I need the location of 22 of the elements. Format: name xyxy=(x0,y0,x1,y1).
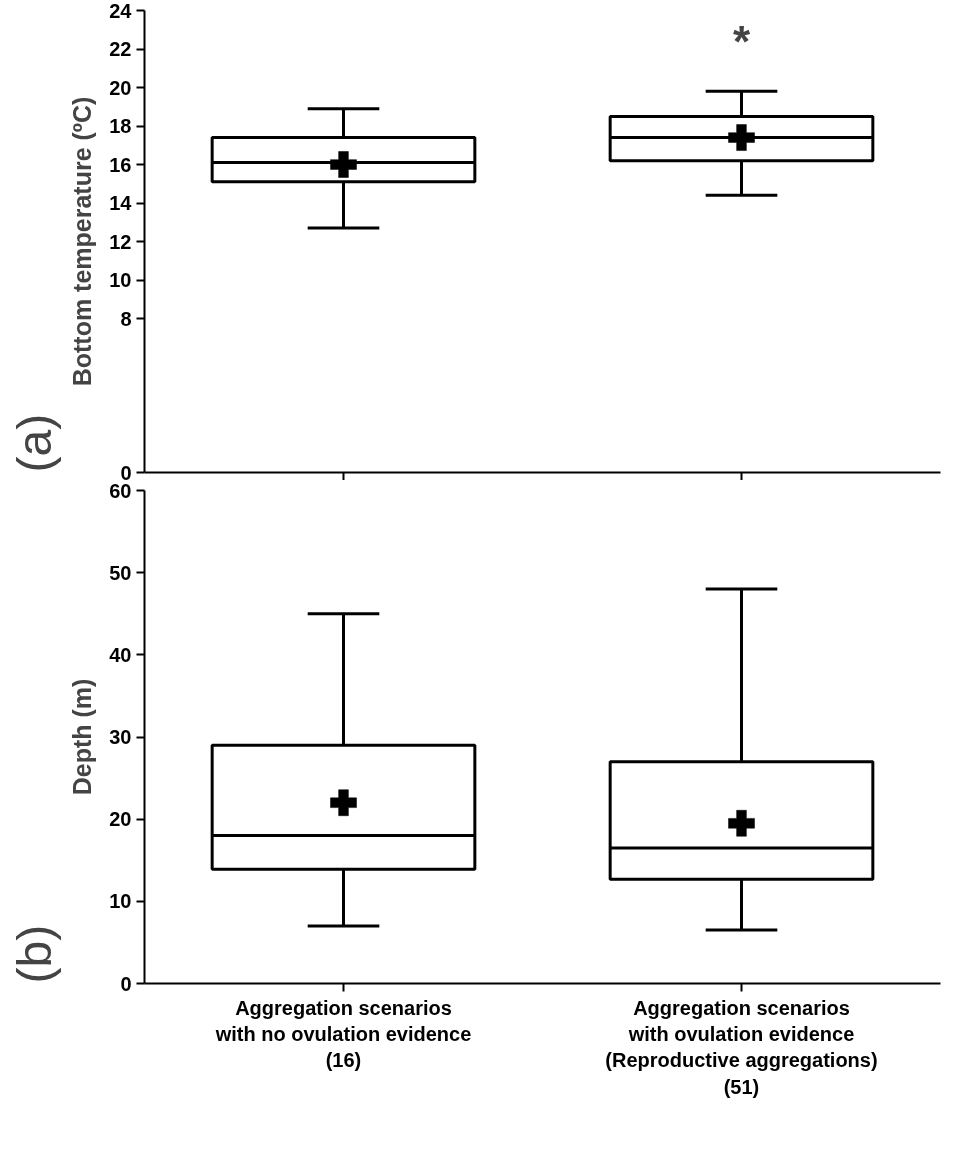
y-axis-title: Depth (m) xyxy=(68,678,97,796)
y-tick-label: 16 xyxy=(109,153,132,176)
y-tick-label: 14 xyxy=(109,192,133,214)
y-tick-label: 40 xyxy=(109,643,132,666)
y-tick-label: 10 xyxy=(109,269,132,291)
y-tick-label: 12 xyxy=(109,230,132,253)
x-tick-label: Aggregation scenarios with no ovulation evidence (16) xyxy=(214,996,472,1072)
text: (b) xyxy=(7,924,61,984)
y-tick-label: 8 xyxy=(120,307,132,330)
y-tick-label: 18 xyxy=(109,115,132,137)
y-tick-label: 10 xyxy=(109,890,132,913)
y-tick-label: 50 xyxy=(109,561,132,584)
y-tick-label: 0 xyxy=(120,972,132,995)
y-tick-label: 24 xyxy=(109,0,133,22)
annotation: * xyxy=(732,17,751,67)
y-tick-label: 30 xyxy=(109,726,132,748)
y-axis-title: Bottom temperature (ºC) xyxy=(68,96,97,387)
y-tick-label: 22 xyxy=(109,38,132,60)
x-tick-label: Aggregation scenarios with ovulation evidence (Reproductive aggregations) (51) xyxy=(605,996,878,1098)
y-tick-label: 20 xyxy=(109,76,132,99)
y-tick-label: 20 xyxy=(109,808,132,831)
text: (a) xyxy=(7,413,61,473)
